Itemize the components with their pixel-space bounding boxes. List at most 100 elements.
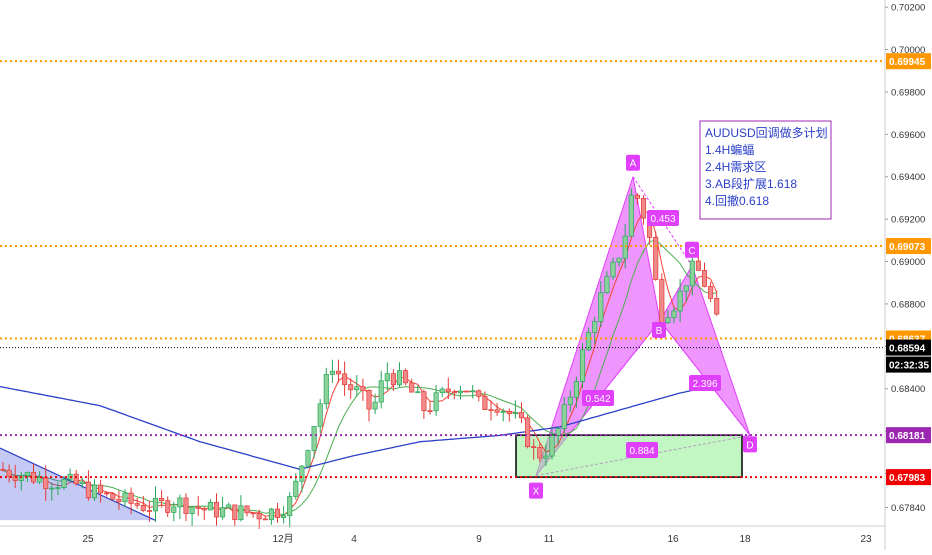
candle (323, 367, 329, 410)
pattern-point-a: A (626, 154, 640, 171)
pattern-point-c: C (685, 241, 699, 258)
candle-body (689, 260, 695, 287)
candle-body (110, 493, 116, 500)
candle (457, 385, 464, 400)
candle-body (360, 386, 366, 391)
candle-body (311, 426, 317, 451)
candle (537, 442, 543, 463)
candle-body (152, 497, 159, 512)
x-tick-label: 18 (739, 534, 751, 545)
candle (665, 309, 671, 324)
candle-body (403, 370, 409, 384)
y-tick-label: 0.68800 (891, 299, 925, 310)
candle-body (573, 381, 579, 398)
candle-body (500, 411, 506, 413)
candle (701, 262, 708, 288)
countdown-tag-text: 02:32:35 (889, 361, 929, 372)
candle (274, 502, 281, 523)
candle-body (244, 505, 250, 514)
candle-body (238, 505, 244, 520)
pattern-ratio: 0.542 (582, 390, 614, 406)
candle (445, 377, 451, 399)
candle (415, 385, 421, 394)
pattern-ratio-badge (626, 442, 658, 458)
candle-body (579, 349, 586, 382)
level-price-tag: 0.69073 (886, 238, 931, 255)
candle (220, 496, 226, 520)
level-price-tag-bg (886, 339, 931, 356)
candle-body (37, 477, 43, 483)
candle (91, 479, 98, 501)
candle-body (451, 391, 457, 394)
level-price-tag-text: 0.69073 (889, 242, 926, 253)
y-tick-label: 0.67840 (891, 503, 925, 514)
candle-body (49, 487, 55, 490)
candle-body (555, 428, 561, 436)
candle-body (598, 292, 604, 322)
pattern-xb-line (535, 320, 661, 476)
candle (366, 389, 372, 422)
pattern-point-label: B (656, 326, 663, 337)
candle (561, 396, 567, 433)
candle (110, 492, 116, 500)
pattern-point-x: X (529, 482, 543, 499)
annotation-line: 4.回撤0.618 (705, 193, 769, 208)
candle-body (653, 237, 659, 280)
candle (244, 505, 250, 517)
pattern-ratio: 0.884 (626, 442, 658, 458)
candle-body (165, 500, 171, 513)
candle (171, 501, 177, 522)
candle (616, 257, 622, 267)
candle (317, 398, 323, 434)
ma-mid-line (2, 239, 717, 516)
level-price-tag-text: 0.67983 (889, 473, 926, 484)
candle (488, 400, 494, 421)
pattern-point-badge (685, 241, 699, 258)
pattern-ratio-label: 0.453 (650, 214, 675, 225)
candle (207, 499, 213, 511)
candle (201, 506, 207, 521)
candle-body (470, 390, 476, 393)
candle-body (628, 194, 634, 237)
pattern-point-label: C (688, 246, 695, 257)
candle (531, 439, 537, 460)
candle-body (12, 475, 18, 481)
candle-body (634, 194, 640, 199)
candle-body (335, 370, 342, 375)
candle (134, 497, 140, 509)
candle-body (445, 388, 451, 393)
candle-body (543, 455, 549, 459)
candle-body (671, 310, 677, 319)
candle-body (701, 270, 708, 287)
candle (579, 343, 586, 389)
pattern-ratio-label: 0.884 (629, 446, 654, 457)
candle-body (183, 497, 189, 514)
candle-body (592, 321, 598, 333)
candle-body (268, 508, 274, 520)
annotation-line: AUDUSD回调做多计划 (705, 125, 828, 140)
candle-body (354, 386, 360, 391)
candle-body (659, 279, 665, 323)
candle (628, 188, 634, 237)
candle (653, 231, 659, 281)
candle-body (714, 298, 720, 315)
candle-body (73, 473, 79, 485)
y-axis: 0.678400.680000.682000.684000.686000.688… (884, 0, 931, 550)
candle-body (98, 484, 104, 494)
candle-body (226, 504, 232, 509)
candle (262, 516, 268, 521)
candle (311, 426, 317, 459)
candle (287, 492, 293, 528)
candle-body (122, 492, 128, 503)
pattern-point-label: A (630, 159, 637, 170)
level-price-tag-text: 0.68594 (889, 344, 926, 355)
candle-body (159, 497, 165, 501)
candle (61, 475, 67, 490)
pattern-points: X A B C D (529, 154, 757, 499)
candle-body (561, 404, 567, 429)
candle-body (439, 388, 445, 394)
candle (232, 504, 238, 527)
candle (433, 385, 439, 416)
candle (671, 307, 677, 324)
candle-body (24, 472, 30, 476)
